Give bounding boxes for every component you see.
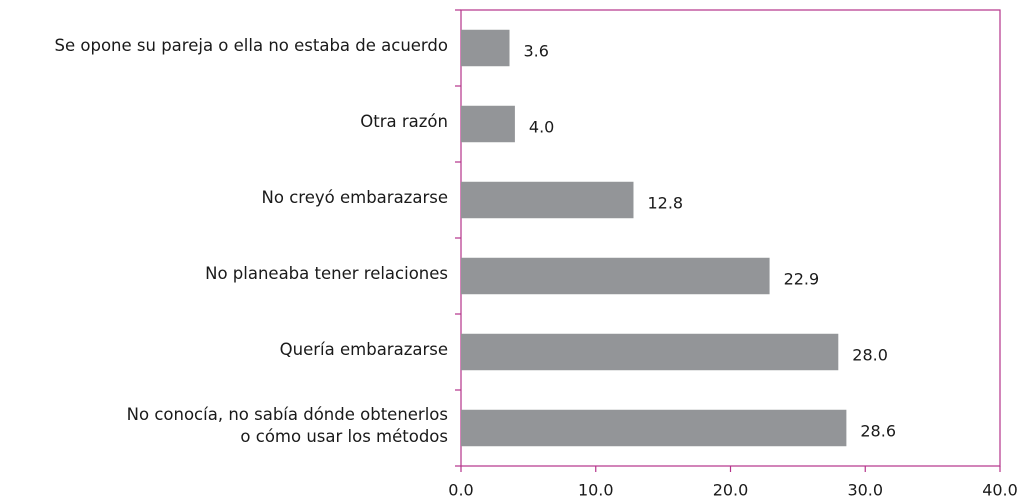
x-tick-label: 30.0 — [847, 481, 883, 500]
x-tick-label: 40.0 — [982, 481, 1018, 500]
value-label: 22.9 — [784, 270, 820, 289]
plot-frame — [460, 9, 1001, 467]
category-label: No planeaba tener relaciones — [205, 264, 448, 283]
category-label: No conocía, no sabía dónde obtenerlos o … — [126, 405, 448, 446]
category-label: Quería embarazarse — [279, 340, 448, 359]
bar — [461, 181, 634, 219]
category-label: No creyó embarazarse — [261, 188, 448, 207]
x-tick-label: 20.0 — [713, 481, 749, 500]
bar — [461, 29, 510, 67]
x-tick-label: 10.0 — [578, 481, 614, 500]
value-label: 4.0 — [529, 118, 554, 137]
value-label: 3.6 — [524, 42, 549, 61]
bar — [461, 409, 847, 447]
category-label: Otra razón — [360, 112, 448, 131]
bar — [461, 257, 770, 295]
value-label: 28.6 — [860, 422, 896, 441]
bar — [461, 333, 839, 371]
value-label: 12.8 — [647, 194, 683, 213]
category-label: Se opone su pareja o ella no estaba de a… — [54, 36, 448, 55]
x-tick-label: 0.0 — [448, 481, 473, 500]
bar — [461, 105, 515, 143]
value-label: 28.0 — [852, 346, 888, 365]
